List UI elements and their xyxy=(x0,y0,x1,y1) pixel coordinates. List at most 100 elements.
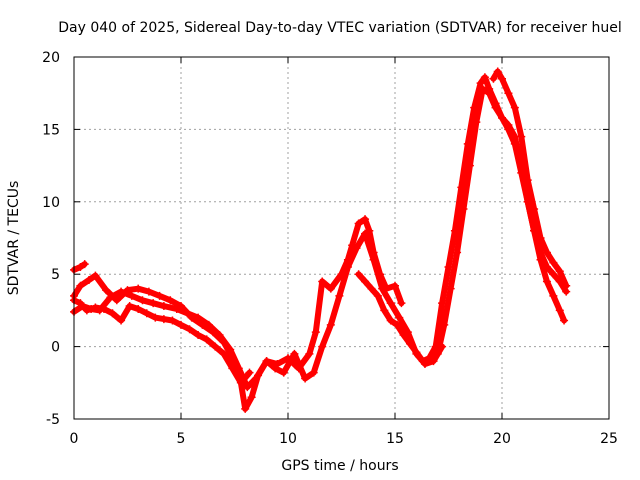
data-point xyxy=(480,73,489,82)
data-point xyxy=(412,348,421,357)
data-point xyxy=(326,320,335,329)
data-point xyxy=(125,302,134,311)
y-tick-label: 15 xyxy=(42,122,60,138)
data-point xyxy=(498,74,506,83)
data-point xyxy=(106,293,115,302)
chart-title: Day 040 of 2025, Sidereal Day-to-day VTE… xyxy=(58,20,621,36)
data-point xyxy=(226,345,235,354)
data-point xyxy=(361,215,370,224)
data-point xyxy=(166,296,175,305)
series-line-satellite-track-g xyxy=(490,68,570,289)
series-satellite-track-c xyxy=(70,296,254,387)
data-point xyxy=(542,262,551,271)
data-point xyxy=(446,284,455,293)
data-point xyxy=(91,303,100,312)
data-point xyxy=(354,219,363,228)
ticks: 0 5 10 15 20 25 -5 0 5 10 15 20 xyxy=(42,50,618,447)
x-tick-label: 5 xyxy=(177,431,186,447)
data-point xyxy=(228,364,237,373)
x-tick-label: 25 xyxy=(600,431,618,447)
data-point xyxy=(478,84,487,93)
data-point xyxy=(493,67,502,76)
data-point xyxy=(444,262,453,271)
x-axis-label: GPS time / hours xyxy=(281,458,398,474)
data-point xyxy=(429,357,438,366)
data-point xyxy=(138,296,147,305)
data-point xyxy=(491,103,500,112)
data-point xyxy=(354,270,363,279)
x-tick-label: 20 xyxy=(493,431,511,447)
data-point xyxy=(76,262,85,271)
x-tick-label: 10 xyxy=(279,431,297,447)
data-point xyxy=(311,328,320,337)
data-point xyxy=(236,378,245,387)
data-point xyxy=(194,313,203,322)
data-point xyxy=(127,291,136,300)
data-point xyxy=(562,281,571,290)
series-satellite-track-d xyxy=(70,260,89,274)
data-point xyxy=(361,277,370,286)
data-point xyxy=(438,299,447,308)
data-point xyxy=(405,339,414,348)
data-point xyxy=(219,349,228,358)
grid xyxy=(74,57,609,419)
data-point xyxy=(215,331,224,340)
data-point xyxy=(159,302,168,311)
data-point xyxy=(142,309,151,318)
data-point xyxy=(555,267,564,276)
data-point xyxy=(373,291,382,300)
data-point xyxy=(185,325,194,334)
data-point xyxy=(159,315,168,324)
data-point xyxy=(194,331,203,340)
data-point xyxy=(517,132,526,141)
data-point xyxy=(391,281,399,290)
data-point xyxy=(117,316,126,325)
y-tick-label: 0 xyxy=(51,340,60,356)
data-point xyxy=(245,368,254,377)
data-point xyxy=(343,262,352,271)
data-point xyxy=(251,374,260,383)
data-point xyxy=(397,299,406,308)
series-line-satellite-track-c xyxy=(71,297,253,386)
data-point xyxy=(504,89,513,98)
data-point xyxy=(465,161,474,170)
series-satellite-track-g xyxy=(489,67,571,290)
data-point xyxy=(555,306,564,315)
data-point xyxy=(241,404,250,413)
data-point xyxy=(243,383,252,392)
data-point xyxy=(309,368,318,377)
y-axis-label: SDTVAR / TECUs xyxy=(6,181,22,296)
data-point xyxy=(204,320,213,329)
y-tick-label: 5 xyxy=(51,267,60,283)
data-point xyxy=(498,113,506,122)
data-point xyxy=(560,316,569,325)
data-point xyxy=(144,287,153,296)
data-point xyxy=(369,255,378,264)
data-point xyxy=(290,349,299,358)
data-point xyxy=(433,349,442,358)
data-point xyxy=(459,205,468,214)
data-point xyxy=(211,342,220,351)
data-point xyxy=(279,368,288,377)
data-point xyxy=(504,121,513,130)
data-point xyxy=(318,342,327,351)
data-point xyxy=(489,74,498,83)
data-point xyxy=(361,229,370,238)
data-point xyxy=(352,244,361,253)
data-point xyxy=(177,320,185,329)
data-point xyxy=(367,284,376,293)
series-layer xyxy=(70,67,571,413)
data-point xyxy=(149,299,158,308)
data-point xyxy=(476,79,485,88)
data-point xyxy=(82,306,91,315)
data-point xyxy=(172,304,181,313)
series-line-satellite-track-a xyxy=(71,216,405,412)
data-point xyxy=(112,296,121,305)
data-point xyxy=(365,226,374,235)
data-point xyxy=(305,349,314,358)
data-point xyxy=(523,176,532,185)
data-point xyxy=(202,335,211,344)
data-point xyxy=(399,331,408,340)
data-point xyxy=(510,103,519,112)
data-point xyxy=(134,284,143,293)
